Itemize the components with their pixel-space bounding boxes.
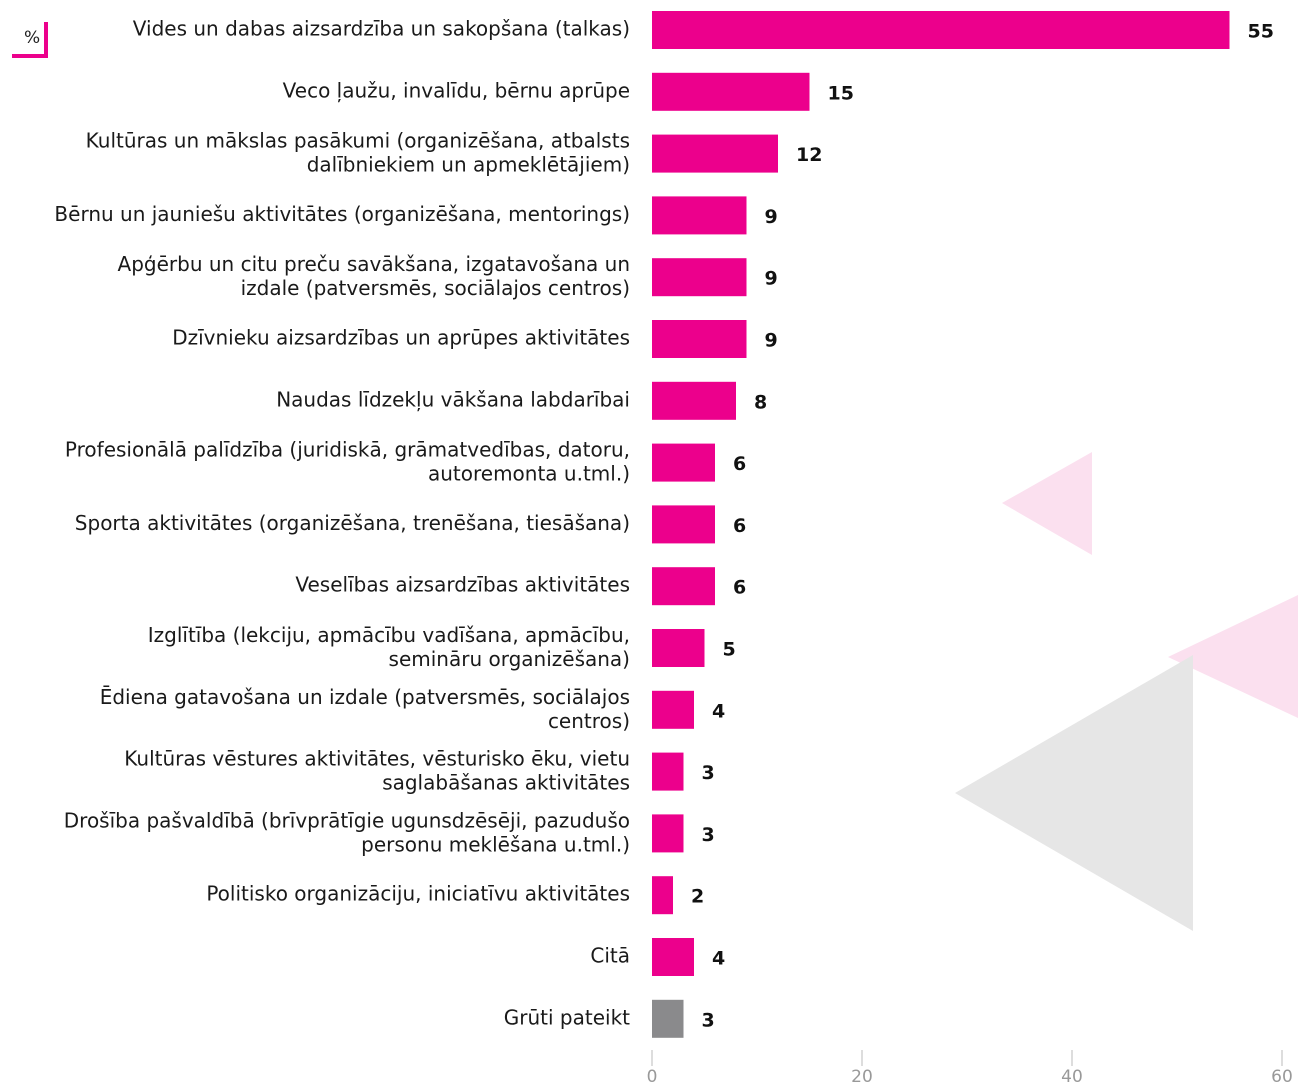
category-label: Citā <box>590 944 630 968</box>
value-label: 5 <box>723 639 736 661</box>
value-label: 3 <box>702 1009 715 1031</box>
bar <box>652 938 694 976</box>
bar <box>652 690 694 729</box>
value-label: 3 <box>702 762 715 784</box>
bar <box>652 258 747 297</box>
bar <box>652 320 747 358</box>
category-label: Grūti pateikt <box>504 1005 630 1029</box>
bar <box>652 381 736 420</box>
value-label: 12 <box>796 144 822 166</box>
bar <box>652 11 1230 49</box>
value-label: 15 <box>828 82 854 104</box>
value-label: 2 <box>691 886 704 908</box>
category-label: Bērnu un jauniešu aktivitātes (organizēš… <box>54 202 630 226</box>
value-label: 3 <box>702 824 715 846</box>
unit-bracket <box>12 22 48 58</box>
value-label: 4 <box>712 948 725 970</box>
value-label: 9 <box>765 206 778 228</box>
category-label: Vides un dabas aizsardzība un sakopšana … <box>133 17 630 41</box>
bar <box>652 876 673 915</box>
bar <box>652 72 810 111</box>
value-label: 6 <box>733 453 746 475</box>
value-label: 4 <box>712 700 725 722</box>
x-tick-label: 0 <box>647 1067 658 1083</box>
category-label: Drošība pašvaldībā (brīvprātīgie ugunsdz… <box>64 808 630 856</box>
bar <box>652 505 715 544</box>
category-label: Veselības aizsardzības aktivitātes <box>295 573 630 597</box>
x-tick-label: 40 <box>1061 1067 1083 1083</box>
value-label: 8 <box>754 391 767 413</box>
value-label: 9 <box>765 268 778 290</box>
x-tick-label: 20 <box>851 1067 873 1083</box>
category-label: Profesionālā palīdzība (juridiskā, grāma… <box>65 437 630 485</box>
category-label: Kultūras vēstures aktivitātes, vēsturisk… <box>124 746 630 794</box>
decoration <box>955 655 1193 931</box>
category-label: Apģērbu un citu preču savākšana, izgatav… <box>118 252 630 300</box>
value-label: 55 <box>1248 21 1274 43</box>
x-tick-label: 60 <box>1271 1067 1293 1083</box>
decoration <box>1002 452 1092 555</box>
bar <box>652 629 705 667</box>
bar <box>652 752 684 791</box>
category-label: Dzīvnieku aizsardzības un aprūpes aktivi… <box>172 326 630 350</box>
category-label: Sporta aktivitātes (organizēšana, trenēš… <box>75 511 630 535</box>
bar <box>652 814 684 853</box>
category-label: Naudas līdzekļu vākšana labdarībai <box>276 387 630 411</box>
bar <box>652 196 747 235</box>
unit-label: % <box>24 28 40 48</box>
category-label: Politisko organizāciju, iniciatīvu aktiv… <box>206 882 630 906</box>
category-label: Veco ļaužu, invalīdu, bērnu aprūpe <box>283 78 630 102</box>
category-label: Ēdiena gatavošana un izdale (patversmēs,… <box>100 684 630 732</box>
category-label: Kultūras un mākslas pasākumi (organizēša… <box>86 128 630 176</box>
bar <box>652 567 715 606</box>
value-label: 9 <box>765 330 778 352</box>
bar <box>652 134 778 173</box>
value-label: 6 <box>733 577 746 599</box>
bar <box>652 999 684 1038</box>
decoration <box>1168 595 1298 718</box>
value-label: 6 <box>733 515 746 537</box>
bar <box>652 443 715 482</box>
category-label: Izglītība (lekciju, apmācību vadīšana, a… <box>148 623 630 671</box>
